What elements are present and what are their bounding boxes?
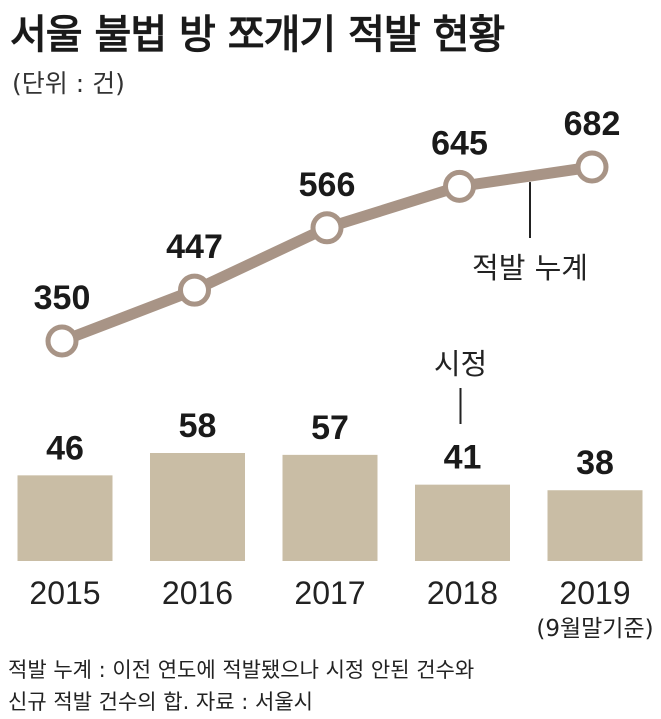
bar-value-label-2018: 41: [444, 439, 482, 477]
line-marker-2015: [45, 324, 79, 358]
footnote-line-2: 신규 적발 건수의 합. 자료 : 서울시: [8, 690, 313, 714]
x-tick-label-2018: 2018: [427, 575, 498, 611]
annotation-label-적발누계: 적발 누계: [472, 251, 588, 285]
x-tick-label-2015: 2015: [29, 575, 100, 611]
bar-2016: [150, 453, 245, 561]
annotation-label-시정: 시정: [434, 347, 487, 381]
bar-2015: [17, 475, 113, 561]
line-value-label-2016: 447: [166, 228, 223, 266]
bar-value-label-2016: 58: [179, 407, 217, 445]
x-tick-label-2017: 2017: [294, 575, 365, 611]
line-marker-2016: [178, 273, 211, 307]
line-marker-2018: [443, 169, 476, 203]
bar-2019: [547, 490, 643, 561]
x-tick-note-2019: (9월말기준): [536, 616, 653, 642]
bar-2017: [282, 454, 378, 561]
footnote-line-1: 적발 누계 : 이전 연도에 적발됐으나 시정 안된 건수와: [8, 658, 475, 682]
chart-title: 서울 불법 방 쪼개기 적발 현황: [10, 12, 505, 58]
bar-2018: [415, 484, 510, 561]
line-value-label-2015: 350: [34, 279, 91, 317]
line-value-label-2019: 682: [564, 105, 621, 143]
line-marker-2017: [310, 211, 344, 245]
line-value-label-2018: 645: [431, 124, 488, 162]
line-marker-2019: [575, 150, 609, 184]
bar-value-label-2019: 38: [576, 444, 614, 482]
bar-value-label-2017: 57: [311, 409, 349, 447]
x-tick-label-2019: 2019: [559, 575, 630, 611]
x-tick-label-2016: 2016: [162, 575, 233, 611]
footnote: 적발 누계 : 이전 연도에 적발됐으나 시정 안된 건수와 신규 적발 건수의…: [8, 654, 474, 718]
bar-value-label-2015: 46: [46, 429, 84, 467]
unit-label: (단위 : 건): [12, 69, 125, 98]
line-value-label-2017: 566: [299, 166, 356, 204]
